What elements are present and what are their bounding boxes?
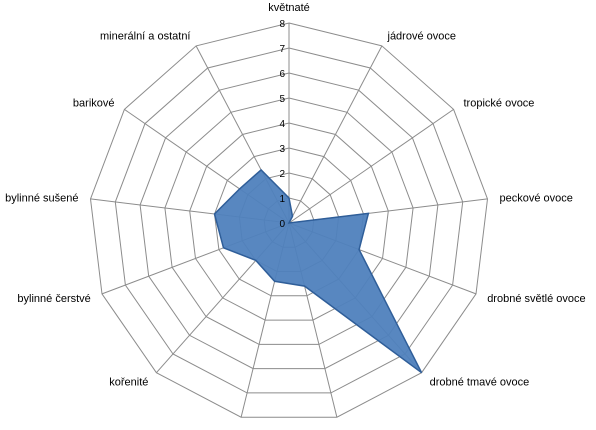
radar-grid [89, 22, 489, 418]
axis-spoke-2 [288, 108, 454, 224]
category-label-9: bylinné čerstvé [17, 293, 90, 305]
grid-ring-6 [139, 72, 439, 370]
tick-label-3: 3 [279, 144, 285, 155]
grid-ring-4 [189, 122, 389, 321]
grid-ring-7 [114, 47, 464, 394]
category-labels: květnaté jádrové ovoce tropické ovoce pecko… [5, 2, 586, 430]
category-label-0: květnaté [268, 2, 310, 14]
tick-label-2: 2 [279, 169, 285, 180]
category-label-4: drobné světlé ovoce [487, 293, 585, 305]
grid-ring-8 [89, 22, 489, 418]
tick-label-5: 5 [279, 94, 285, 105]
tick-label-6: 6 [279, 69, 285, 80]
axis-spoke-1 [288, 45, 383, 224]
grid-ring-5 [164, 97, 414, 345]
category-label-10: bylinné sušené [5, 192, 78, 204]
category-label-5: drobné tmavé ovoce [430, 377, 530, 389]
category-label-1: jádrové ovoce [387, 30, 457, 42]
tick-label-1: 1 [279, 194, 285, 205]
category-label-2: tropické ovoce [464, 98, 535, 110]
category-label-12: minerální a ostatní [100, 30, 191, 42]
category-label-8: kořenité [109, 377, 148, 389]
radar-series [213, 168, 423, 374]
radial-tick-labels: 0 1 2 3 4 5 6 7 8 [279, 19, 285, 230]
tick-label-0: 0 [279, 219, 285, 230]
category-label-11: barikové [73, 98, 115, 110]
series-area [213, 168, 423, 374]
tick-label-7: 7 [279, 44, 285, 55]
tick-label-8: 8 [279, 19, 285, 30]
grid-ring-3 [213, 147, 365, 297]
category-label-3: peckové ovoce [500, 192, 573, 204]
tick-label-4: 4 [279, 119, 285, 130]
